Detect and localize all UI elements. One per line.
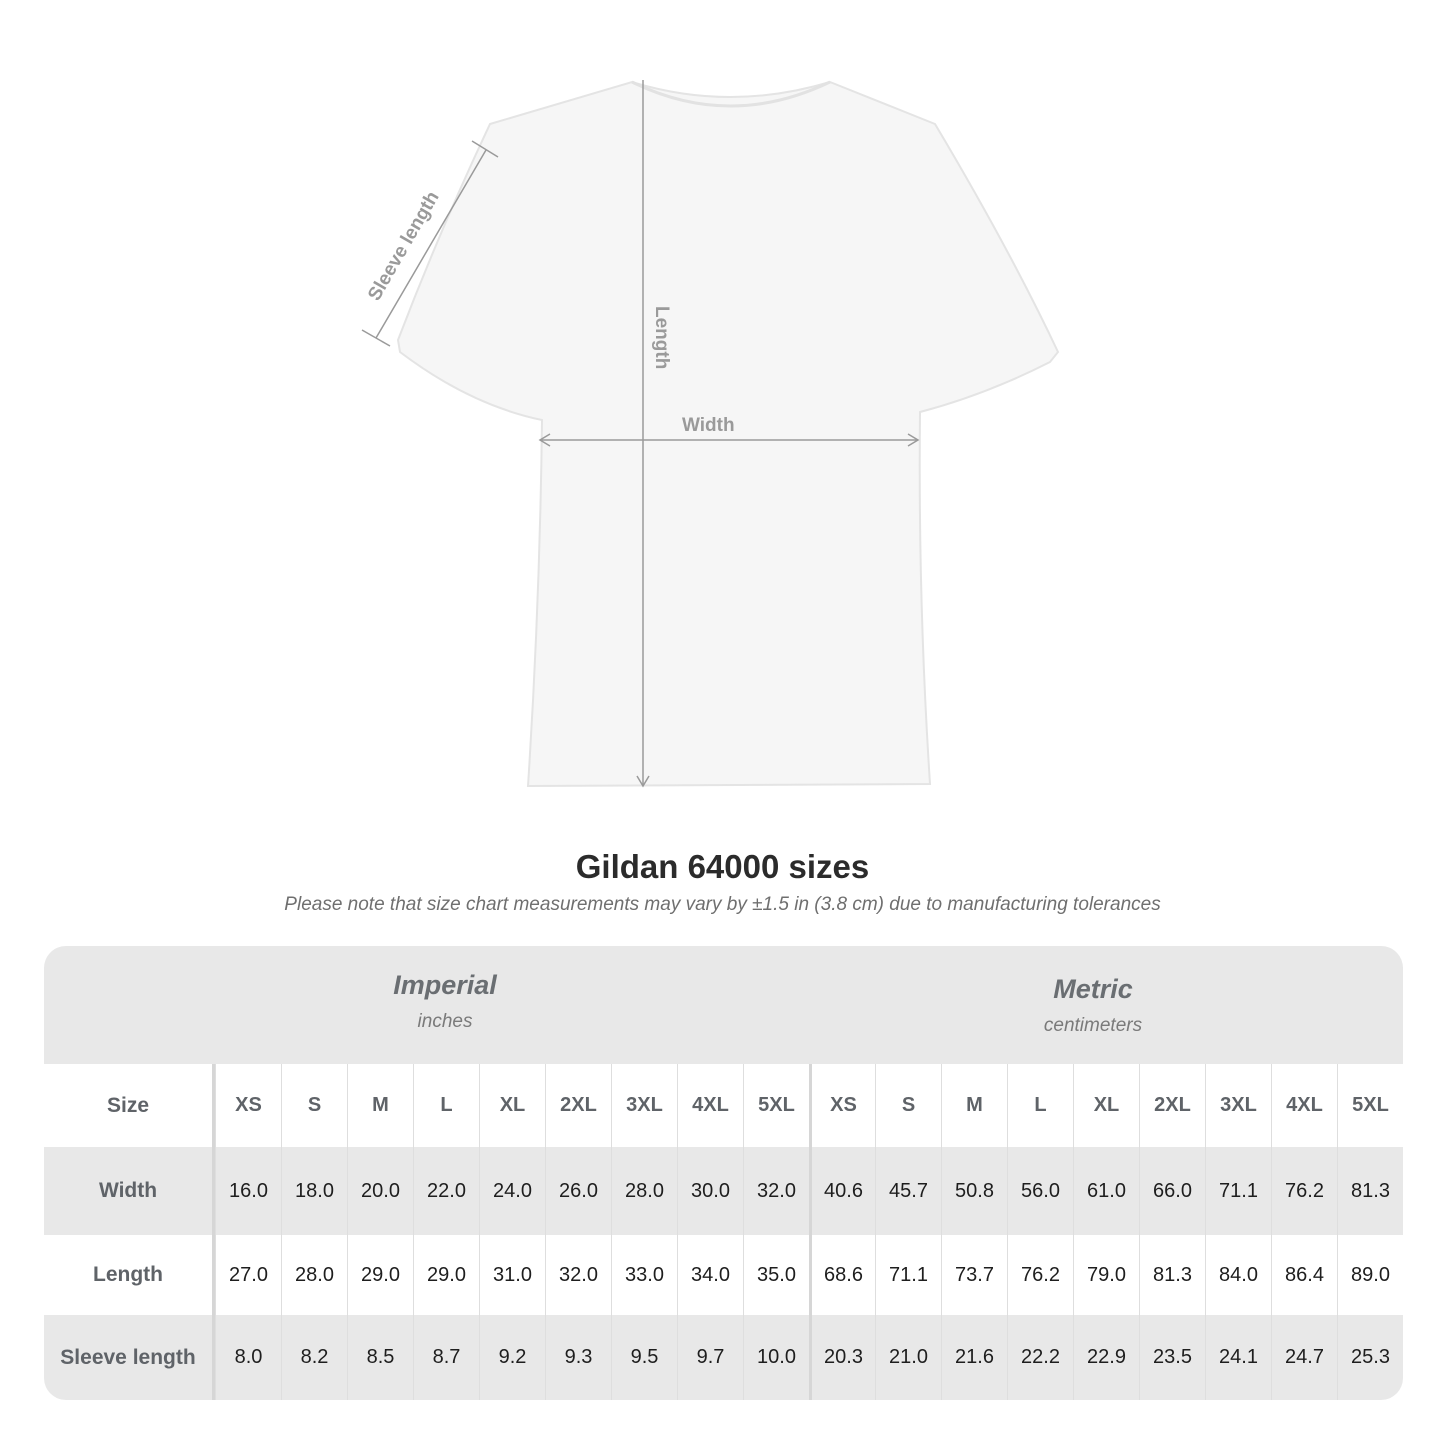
imperial-size-header: L <box>413 1064 479 1147</box>
metric-size-header: XS <box>809 1064 875 1147</box>
metric-value-cell: 21.0 <box>875 1315 941 1400</box>
metric-size-header: S <box>875 1064 941 1147</box>
metric-value-cell: 68.6 <box>809 1235 875 1315</box>
page-title: Gildan 64000 sizes <box>575 848 870 885</box>
width-measure-line <box>538 433 920 447</box>
imperial-value-cell: 24.0 <box>479 1147 545 1235</box>
length-label: Length <box>651 306 672 369</box>
width-label: Width <box>682 415 735 436</box>
imperial-size-header: 3XL <box>611 1064 677 1147</box>
metric-value-cell: 24.1 <box>1205 1315 1271 1400</box>
imperial-value-cell: 27.0 <box>215 1235 281 1315</box>
t-shirt-diagram: Length Width Sleeve length <box>361 80 1060 788</box>
row-label: Width <box>44 1147 215 1235</box>
metric-size-header: L <box>1007 1064 1073 1147</box>
metric-value-cell: 71.1 <box>875 1235 941 1315</box>
metric-value-cell: 79.0 <box>1073 1235 1139 1315</box>
imperial-title: Imperial <box>393 970 497 1000</box>
metric-value-cell: 40.6 <box>809 1147 875 1235</box>
imperial-header: Imperial inches <box>215 946 675 1088</box>
imperial-value-cell: 16.0 <box>215 1147 281 1235</box>
imperial-value-cell: 18.0 <box>281 1147 347 1235</box>
imperial-value-cell: 28.0 <box>281 1235 347 1315</box>
size-header-label: Size <box>44 1064 215 1147</box>
imperial-size-header: XS <box>215 1064 281 1147</box>
metric-value-cell: 22.2 <box>1007 1315 1073 1400</box>
metric-value-cell: 25.3 <box>1337 1315 1403 1400</box>
metric-value-cell: 81.3 <box>1139 1235 1205 1315</box>
metric-value-cell: 45.7 <box>875 1147 941 1235</box>
metric-value-cell: 61.0 <box>1073 1147 1139 1235</box>
metric-value-cell: 76.2 <box>1271 1147 1337 1235</box>
metric-value-cell: 20.3 <box>809 1315 875 1400</box>
imperial-value-cell: 30.0 <box>677 1147 743 1235</box>
metric-value-cell: 24.7 <box>1271 1315 1337 1400</box>
size-header-row: Size XS S M L XL 2XL 3XL 4XL 5XL XS S M L XL 2XL 3XL 4XL 5… <box>44 1064 1403 1147</box>
metric-value-cell: 23.5 <box>1139 1315 1205 1400</box>
imperial-value-cell: 8.7 <box>413 1315 479 1400</box>
imperial-value-cell: 31.0 <box>479 1235 545 1315</box>
imperial-value-cell: 8.0 <box>215 1315 281 1400</box>
imperial-value-cell: 28.0 <box>611 1147 677 1235</box>
imperial-value-cell: 10.0 <box>743 1315 809 1400</box>
t-shirt-illustration <box>396 80 1060 788</box>
metric-header: Metric centimeters <box>808 946 1378 1092</box>
imperial-value-cell: 32.0 <box>743 1147 809 1235</box>
imperial-value-cell: 32.0 <box>545 1235 611 1315</box>
imperial-value-cell: 22.0 <box>413 1147 479 1235</box>
metric-value-cell: 56.0 <box>1007 1147 1073 1235</box>
metric-size-header: 3XL <box>1205 1064 1271 1147</box>
metric-value-cell: 86.4 <box>1271 1235 1337 1315</box>
metric-value-cell: 84.0 <box>1205 1235 1271 1315</box>
row-label: Sleeve length <box>44 1315 215 1400</box>
metric-value-cell: 21.6 <box>941 1315 1007 1400</box>
imperial-value-cell: 34.0 <box>677 1235 743 1315</box>
size-table: Imperial inches Metric centimeters Size X… <box>44 946 1403 1400</box>
imperial-value-cell: 9.5 <box>611 1315 677 1400</box>
imperial-size-header: 5XL <box>743 1064 809 1147</box>
metric-size-header: 4XL <box>1271 1064 1337 1147</box>
metric-title: Metric <box>1053 974 1133 1004</box>
row-label: Length <box>44 1235 215 1315</box>
metric-value-cell: 76.2 <box>1007 1235 1073 1315</box>
sleeve-measure-line <box>361 140 499 347</box>
imperial-size-header: 2XL <box>545 1064 611 1147</box>
metric-value-cell: 89.0 <box>1337 1235 1403 1315</box>
metric-value-cell: 71.1 <box>1205 1147 1271 1235</box>
metric-size-header: XL <box>1073 1064 1139 1147</box>
metric-size-header: M <box>941 1064 1007 1147</box>
imperial-value-cell: 29.0 <box>413 1235 479 1315</box>
imperial-value-cell: 20.0 <box>347 1147 413 1235</box>
collar <box>631 80 831 108</box>
table-row: Sleeve length 8.0 8.2 8.5 8.7 9.2 9.3 9.5 9.7 10.… <box>44 1315 1403 1400</box>
table-row: Width 16.0 18.0 20.0 22.0 24.0 26.0 28.0 30.0 32.… <box>44 1147 1403 1235</box>
imperial-value-cell: 9.2 <box>479 1315 545 1400</box>
imperial-value-cell: 26.0 <box>545 1147 611 1235</box>
metric-size-header: 2XL <box>1139 1064 1205 1147</box>
metric-value-cell: 50.8 <box>941 1147 1007 1235</box>
metric-value-cell: 81.3 <box>1337 1147 1403 1235</box>
tolerance-note: Please note that size chart measurements… <box>284 894 1161 915</box>
imperial-size-header: 4XL <box>677 1064 743 1147</box>
metric-value-cell: 73.7 <box>941 1235 1007 1315</box>
imperial-value-cell: 8.2 <box>281 1315 347 1400</box>
table-row: Length 27.0 28.0 29.0 29.0 31.0 32.0 33.0 34.0 35… <box>44 1235 1403 1315</box>
imperial-size-header: M <box>347 1064 413 1147</box>
metric-size-header: 5XL <box>1337 1064 1403 1147</box>
length-measure-line <box>636 80 650 788</box>
metric-value-cell: 66.0 <box>1139 1147 1205 1235</box>
imperial-value-cell: 35.0 <box>743 1235 809 1315</box>
imperial-value-cell: 9.3 <box>545 1315 611 1400</box>
metric-value-cell: 22.9 <box>1073 1315 1139 1400</box>
imperial-value-cell: 33.0 <box>611 1235 677 1315</box>
imperial-size-header: XL <box>479 1064 545 1147</box>
imperial-size-header: S <box>281 1064 347 1147</box>
imperial-value-cell: 29.0 <box>347 1235 413 1315</box>
metric-unit: centimeters <box>1043 1015 1143 1036</box>
imperial-value-cell: 8.5 <box>347 1315 413 1400</box>
imperial-value-cell: 9.7 <box>677 1315 743 1400</box>
imperial-unit: inches <box>417 1011 473 1032</box>
